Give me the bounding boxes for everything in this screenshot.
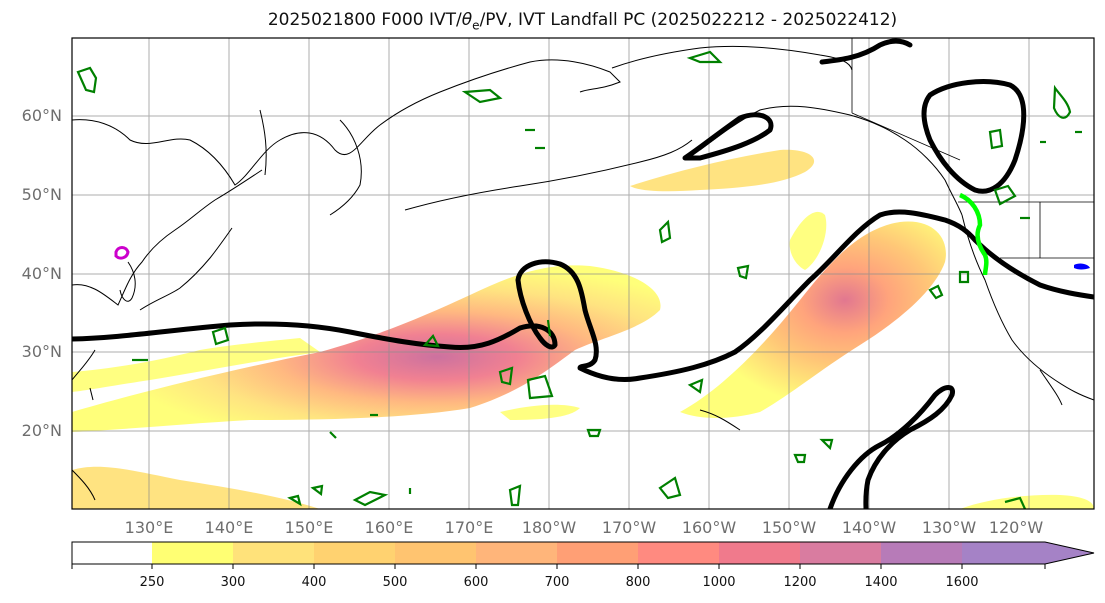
colorbar-label-250: 250 <box>139 575 165 590</box>
lat-label-20n: 20°N <box>21 421 62 440</box>
colorbar-label-300: 300 <box>220 575 246 590</box>
coastline-us-west <box>961 214 1094 401</box>
lon-label-180w: 180°W <box>521 518 577 537</box>
colorbar-label-700: 700 <box>544 575 570 590</box>
ivt-subtropical-strip <box>500 404 580 420</box>
atmospheric-river-west <box>72 265 661 432</box>
lon-label-150w: 150°W <box>761 518 817 537</box>
ivt-contour-bering <box>682 112 774 161</box>
ivt-gulf-alaska-patch <box>789 211 827 270</box>
lat-label-40n: 40°N <box>21 264 62 283</box>
coastline-sakhalin <box>259 109 267 176</box>
coastline-korea-peninsula <box>119 261 136 302</box>
coastline-kamchatka <box>329 119 362 216</box>
coastline-china-south <box>72 349 96 381</box>
lat-label-60n: 60°N <box>21 106 62 125</box>
colorbar-label-1600: 1600 <box>945 575 979 590</box>
lon-label-140w: 140°W <box>841 518 897 537</box>
graticule <box>72 38 1094 509</box>
theta-contour <box>114 246 130 260</box>
colorbar-label-1400: 1400 <box>864 575 898 590</box>
coastline-taiwan <box>89 387 94 401</box>
ivt-tropical-southwest <box>72 466 320 509</box>
colorbar-label-1200: 1200 <box>783 575 817 590</box>
colorbar-label-600: 600 <box>463 575 489 590</box>
ivt-contour-south <box>827 385 956 509</box>
ivt-shading <box>72 149 1094 509</box>
pv-contour-highlight <box>959 192 989 276</box>
lon-label-120w: 120°W <box>988 518 1044 537</box>
map-frame <box>71 37 1095 510</box>
lat-label-50n: 50°N <box>21 185 62 204</box>
small-blue-contour <box>1074 263 1090 270</box>
lon-label-170e: 170°E <box>444 518 494 537</box>
atmospheric-river-east <box>680 221 946 418</box>
coastline-philippines <box>72 469 96 501</box>
lon-label-130w: 130°W <box>921 518 977 537</box>
lon-label-130e: 130°E <box>124 518 174 537</box>
colorbar-label-400: 400 <box>301 575 327 590</box>
lat-label-30n: 30°N <box>21 342 62 361</box>
ivt-contour-north-edge <box>819 38 913 65</box>
colorbar-label-800: 800 <box>625 575 651 590</box>
ivt-north-pacific-band <box>630 149 815 192</box>
colorbar-label-1000: 1000 <box>702 575 736 590</box>
lon-label-160e: 160°E <box>364 518 414 537</box>
ivt-tropical-southeast <box>960 494 1094 509</box>
coastline-japan <box>139 227 233 311</box>
ivt-contour-alaska <box>921 79 1027 194</box>
lon-label-150e: 150°E <box>284 518 334 537</box>
coastline-hawaii <box>699 409 741 431</box>
lon-label-170w: 170°W <box>601 518 657 537</box>
lon-label-140e: 140°E <box>204 518 254 537</box>
figure-title: 2025021800 F000 IVT/θe/PV, IVT Landfall … <box>267 10 898 33</box>
pv-contours <box>76 50 1082 509</box>
coastline-asia <box>72 59 621 186</box>
colorbar-label-500: 500 <box>382 575 408 590</box>
political-borders <box>851 38 1094 259</box>
map-area <box>72 38 1094 509</box>
coastline-baja <box>1039 369 1063 406</box>
colorbar <box>71 541 1095 569</box>
ivt-contours <box>72 38 1094 509</box>
coastline-aleutians <box>404 139 693 211</box>
coastline-korea-china <box>72 169 263 306</box>
ivt-contour-main-west <box>72 209 1094 383</box>
lon-label-160w: 160°W <box>681 518 737 537</box>
